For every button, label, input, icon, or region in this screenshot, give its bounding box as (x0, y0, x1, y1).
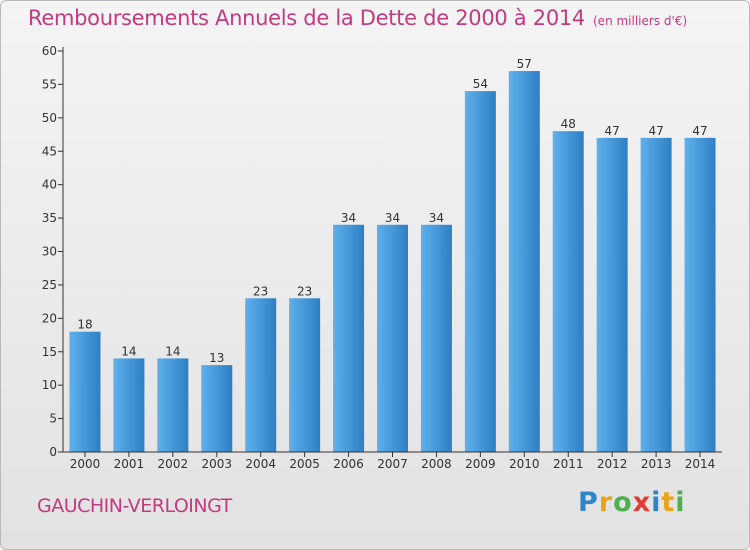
bars: 18 14 14 13 23 23 34 34 34 54 57 48 47 47 47 (69, 57, 716, 453)
y-tick-label: 60 (42, 44, 57, 58)
y-tick-label: 10 (42, 378, 57, 392)
bar-value-label: 54 (473, 77, 488, 91)
bar-value-label: 18 (77, 318, 92, 332)
bar-value-label: 23 (297, 284, 312, 298)
y-tick-label: 50 (42, 111, 57, 125)
bar-value-label: 47 (692, 124, 707, 138)
x-tick-label: 2005 (289, 457, 320, 471)
x-tick-label: 2009 (465, 457, 496, 471)
bar-value-label: 14 (165, 344, 180, 358)
bar (640, 137, 672, 452)
y-tick-label: 0 (49, 445, 57, 459)
y-tick-label: 25 (42, 278, 57, 292)
bar (289, 298, 321, 452)
x-tick-label: 2011 (553, 457, 584, 471)
bar (245, 298, 277, 452)
bar-chart: 0 5 10 15 20 25 30 35 40 45 50 55 60 18 14 14 13 23 23 34 3… (42, 44, 722, 471)
x-tick-label: 2010 (509, 457, 540, 471)
logo-letter: r (598, 487, 614, 518)
x-tick-label: 2012 (597, 457, 628, 471)
y-tick-label: 30 (42, 245, 57, 259)
bar-value-label: 23 (253, 284, 268, 298)
y-tick-label: 45 (42, 144, 57, 158)
x-tick-label: 2014 (685, 457, 716, 471)
bar (508, 71, 540, 453)
bar (464, 91, 496, 452)
bar-value-label: 34 (429, 211, 444, 225)
bar (420, 224, 452, 452)
logo-letter: o (613, 487, 633, 518)
x-tick-label: 2013 (641, 457, 672, 471)
bar (201, 365, 233, 452)
x-tick-label: 2007 (377, 457, 408, 471)
logo-letter: x (632, 487, 652, 518)
bar-value-label: 57 (517, 57, 532, 71)
bar (377, 224, 408, 452)
commune-name: GAUCHIN-VERLOINGT (37, 495, 232, 517)
y-tick-label: 55 (42, 77, 57, 91)
logo-letter: t (661, 487, 676, 518)
bar (333, 224, 365, 452)
y-tick-label: 5 (49, 412, 57, 426)
y-tick-label: 20 (42, 311, 57, 325)
y-tick-label: 15 (42, 345, 57, 359)
x-tick-label: 2003 (201, 457, 232, 471)
bar-value-label: 47 (648, 124, 663, 138)
logo-letter: i (675, 487, 686, 518)
bar (113, 358, 145, 452)
x-tick-label: 2008 (421, 457, 452, 471)
x-tick-label: 2006 (333, 457, 364, 471)
bar (157, 358, 189, 452)
x-tick-label: 2000 (70, 457, 101, 471)
bar-value-label: 13 (209, 351, 224, 365)
bar (684, 137, 716, 452)
logo-letter: P (578, 487, 599, 518)
bar (596, 137, 628, 452)
bar-value-label: 48 (561, 117, 576, 131)
y-tick-label: 40 (42, 178, 57, 192)
x-tick-label: 2004 (245, 457, 276, 471)
y-axis: 0 5 10 15 20 25 30 35 40 45 50 55 60 (42, 44, 64, 459)
proxiti-logo: Proxiti (578, 487, 686, 521)
logo-letter: i (651, 487, 662, 518)
x-tick-label: 2001 (114, 457, 145, 471)
bar-value-label: 34 (385, 211, 400, 225)
bar-value-label: 34 (341, 211, 356, 225)
bar (69, 331, 101, 452)
chart-title: Remboursements Annuels de la Dette de 20… (28, 6, 687, 38)
chart-title-main: Remboursements Annuels de la Dette de 20… (28, 6, 585, 30)
x-axis: 2000 2001 2002 2003 2004 2005 2006 2007 2008 2009… (63, 451, 722, 471)
bar-value-label: 14 (121, 344, 136, 358)
y-tick-label: 35 (42, 211, 57, 225)
bar (552, 131, 584, 452)
x-tick-label: 2002 (158, 457, 189, 471)
bar-value-label: 47 (605, 124, 620, 138)
chart-subtitle: (en milliers d'€) (593, 14, 688, 28)
